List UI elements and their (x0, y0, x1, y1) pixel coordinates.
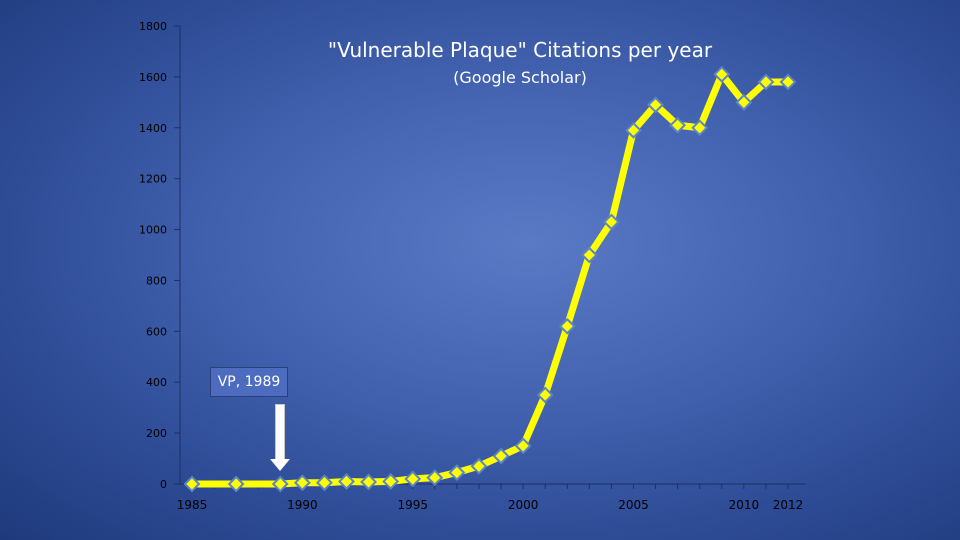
y-tick-label: 800 (146, 274, 167, 287)
data-point (448, 464, 466, 481)
data-point (669, 116, 687, 134)
data-point (404, 470, 422, 488)
data-point (271, 475, 289, 493)
data-point (227, 475, 245, 493)
y-tick-label: 1200 (139, 173, 167, 186)
data-point (735, 93, 753, 111)
data-point (647, 96, 664, 114)
y-tick-label: 600 (146, 325, 167, 338)
y-tick-label: 0 (160, 478, 167, 491)
y-tick-label: 1600 (139, 71, 167, 84)
series-markers (183, 65, 797, 493)
data-point (426, 469, 444, 487)
annotation-arrow-head (270, 459, 290, 471)
data-point (580, 246, 598, 264)
data-point (514, 437, 532, 455)
data-point (470, 457, 488, 475)
y-tick-label: 400 (146, 376, 167, 389)
x-axis-ticks: 1985 1990 1995 2000 2005 2010 2012 (177, 484, 804, 512)
y-tick-label: 1800 (139, 20, 167, 33)
x-tick-label: 2000 (508, 498, 539, 512)
data-point (625, 121, 642, 139)
x-tick-label: 2012 (773, 498, 804, 512)
data-point (691, 119, 709, 137)
x-tick-label: 1990 (287, 498, 318, 512)
data-point (602, 213, 620, 231)
x-tick-label: 1995 (397, 498, 428, 512)
data-point (382, 473, 400, 490)
x-tick-label: 1985 (177, 498, 208, 512)
chart-title: "Vulnerable Plaque" Citations per year (327, 38, 713, 62)
annotation-label: VP, 1989 (210, 367, 288, 397)
chart-subtitle: (Google Scholar) (453, 68, 587, 87)
data-point (536, 386, 554, 404)
data-point (492, 447, 510, 465)
data-point (360, 473, 378, 491)
data-point (293, 474, 311, 492)
data-point (338, 473, 355, 490)
x-tick-label: 2010 (729, 498, 760, 512)
data-point (779, 73, 797, 91)
data-point (183, 475, 201, 493)
x-tick-label: 2005 (618, 498, 649, 512)
y-axis-ticks: 0 200 400 600 800 1000 1200 1400 1600 1800 (139, 20, 180, 491)
data-point (558, 317, 576, 335)
data-point (316, 474, 333, 492)
y-tick-label: 1000 (139, 224, 167, 237)
y-tick-label: 200 (146, 427, 167, 440)
annotation-arrow (275, 404, 285, 460)
y-tick-label: 1400 (139, 122, 167, 135)
data-point (757, 73, 775, 91)
data-point (713, 65, 731, 83)
